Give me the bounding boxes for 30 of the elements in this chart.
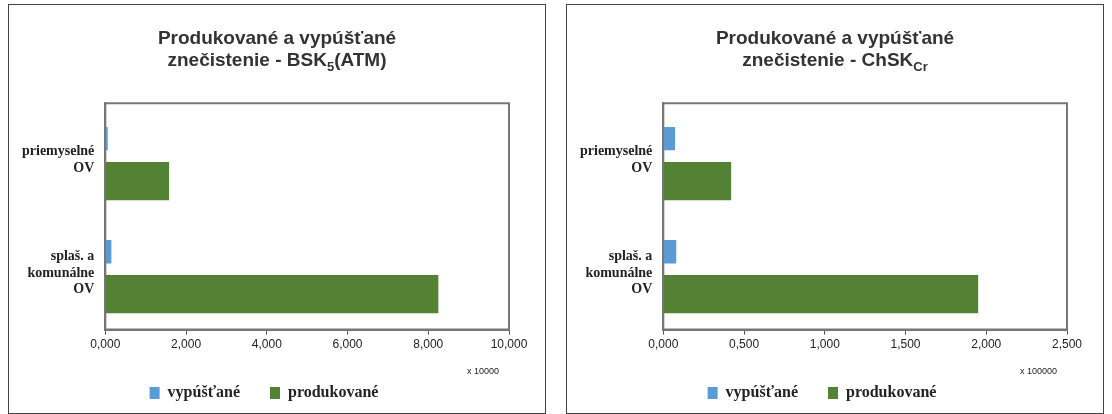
- bar: [663, 240, 677, 264]
- x-tick-label: 0,000: [90, 337, 121, 352]
- y-tick-label: priemyselné OV: [21, 143, 95, 175]
- legend-label: produkované: [845, 383, 937, 402]
- x-tick-label: 2,000: [971, 337, 1002, 352]
- y-tick-label: priemyselné OV: [579, 143, 653, 175]
- x-tick-label: 8,000: [413, 337, 444, 352]
- chart-title: Produkované a vypúšťané znečistenie - ChSK$_{Cr}$: [714, 27, 956, 76]
- y-tick-label: splaš. a komunálne OV: [585, 247, 653, 297]
- bar: [105, 275, 439, 314]
- x-tick-label: 1,000: [809, 337, 841, 352]
- bar: [105, 161, 170, 201]
- x-tick-label: 10,000: [490, 337, 528, 352]
- x-tick-label: 2,000: [171, 337, 202, 352]
- x-tick-label: 1,500: [890, 337, 921, 352]
- text: x 100000: [1019, 366, 1057, 377]
- legend-label: vypúšťané: [167, 383, 240, 402]
- text: x 10000: [466, 366, 499, 377]
- x-tick-label: 0,000: [648, 337, 679, 352]
- y-tick-label: splaš. a komunálne OV: [27, 247, 95, 297]
- legend-label: vypúšťané: [725, 383, 798, 402]
- legend-label: produkované: [287, 383, 379, 402]
- x-tick-label: 0,500: [729, 337, 760, 352]
- x-tick-label: 4,000: [251, 337, 283, 352]
- chart-title: Produkované a vypúšťané znečistenie - BSK$_{5}$(ATM): [156, 27, 398, 76]
- bar: [663, 161, 732, 201]
- bar: [663, 275, 979, 314]
- bar: [663, 126, 676, 151]
- x-tick-label: 2,500: [1051, 337, 1083, 352]
- x-tick-label: 6,000: [332, 337, 363, 352]
